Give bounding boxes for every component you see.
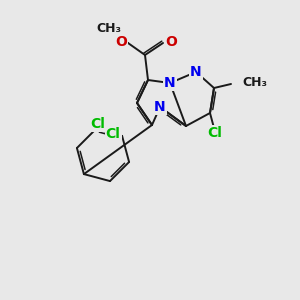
Text: Cl: Cl <box>91 117 105 131</box>
Text: CH₃: CH₃ <box>97 22 122 34</box>
Text: CH₃: CH₃ <box>242 76 267 89</box>
Text: Cl: Cl <box>208 126 222 140</box>
Text: O: O <box>115 35 127 49</box>
Text: N: N <box>190 65 202 79</box>
Text: O: O <box>165 35 177 49</box>
Text: N: N <box>164 76 176 90</box>
Text: Cl: Cl <box>106 127 121 141</box>
Text: N: N <box>154 100 166 114</box>
